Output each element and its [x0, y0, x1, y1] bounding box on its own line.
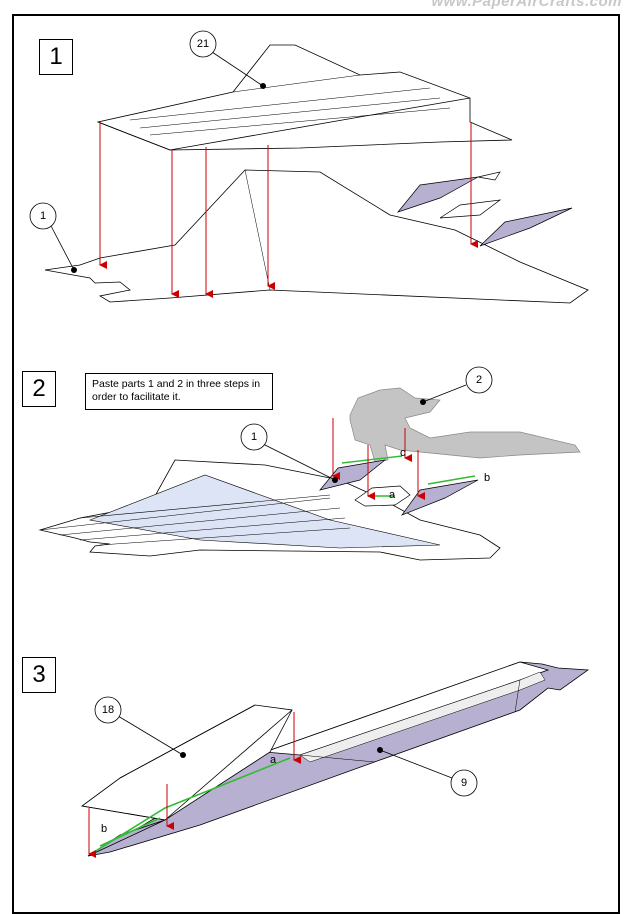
step-2-assembly: [38, 459, 501, 561]
step-3-diagram: a b 18 9: [81, 661, 590, 858]
step-3-letter-b: b: [101, 823, 107, 835]
step-2-instruction-note: Paste parts 1 and 2 in three steps in or…: [85, 373, 273, 410]
step-3-letter-a: a: [270, 754, 277, 766]
callout-21: 21: [189, 30, 266, 89]
step-3-arrows: [88, 712, 301, 858]
step-1-fins: [396, 171, 573, 247]
callout-1-step1: 1: [29, 202, 77, 273]
callout-1-step2-label: 1: [251, 431, 257, 443]
part-1-body: [44, 169, 589, 304]
callout-2-label: 2: [476, 374, 482, 386]
step-2-letter-a: a: [389, 489, 396, 501]
part-18-canopy: [81, 704, 293, 857]
part-21-wing: [96, 44, 513, 151]
step-3-number: 3: [22, 657, 56, 693]
step-1-number: 1: [39, 39, 73, 75]
callout-18: 18: [94, 696, 186, 758]
watermark-text: www.PaperAirCrafts.com: [431, 0, 622, 10]
callout-1-label: 1: [40, 210, 46, 222]
step-1-diagram: 21 1: [29, 30, 589, 304]
part-9-fuselage: [87, 661, 590, 857]
step-2-letter-c: c: [400, 447, 406, 459]
step-2-number: 2: [22, 371, 56, 407]
step-2-letter-b: b: [484, 472, 490, 484]
callout-18-label: 18: [102, 704, 114, 716]
callout-9-label: 9: [461, 777, 467, 789]
step-2-arrows: [332, 418, 425, 500]
callout-1-step2: 1: [240, 423, 338, 483]
step-2-diagram: c a b 2 1: [38, 366, 581, 561]
part-2-gray-piece: [349, 387, 581, 463]
callout-9: 9: [377, 747, 478, 797]
callout-2: 2: [420, 366, 493, 405]
callout-21-label: 21: [197, 38, 209, 50]
step-1-arrows: [99, 122, 478, 298]
step-3-glue-lines: [93, 757, 291, 853]
